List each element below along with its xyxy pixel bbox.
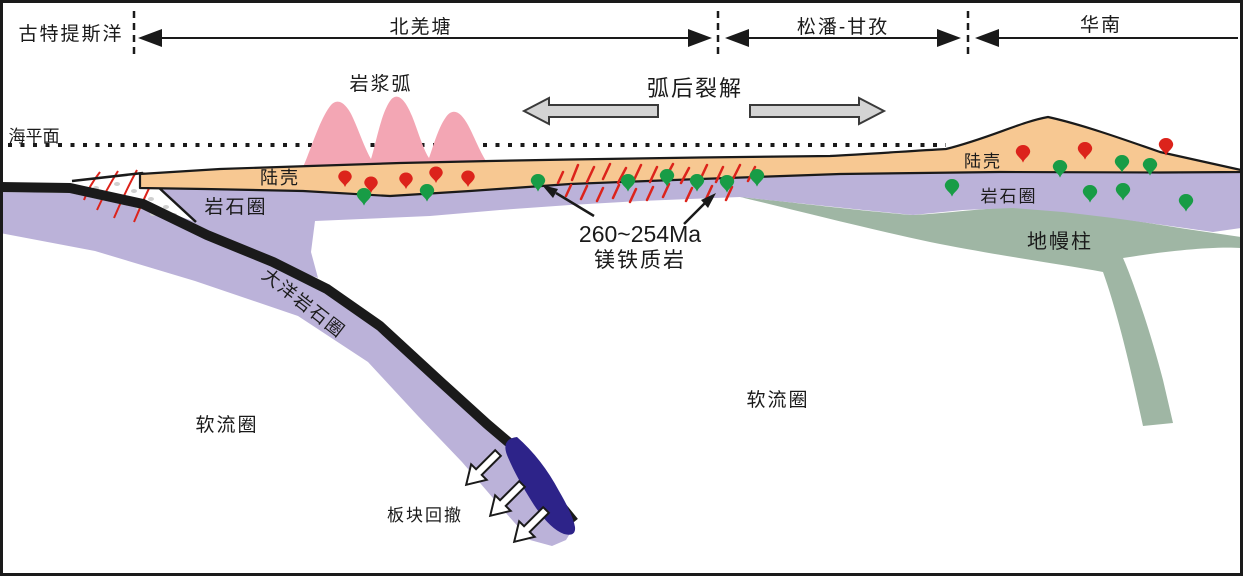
annotation-arrow-right xyxy=(683,201,707,225)
asthenosphere-label-left: 软流圈 xyxy=(195,414,258,436)
region-label-north-qiangtang: 北羌塘 xyxy=(389,16,452,38)
region-label-south-china: 华南 xyxy=(1080,14,1122,36)
backarc-rifting-label: 弧后裂解 xyxy=(647,76,743,101)
slab-rollback-label: 板块回撤 xyxy=(387,506,463,525)
mantle-plume-shape xyxy=(740,197,1241,426)
region-label-ocean: 古特提斯洋 xyxy=(18,23,123,45)
annotation-arrowhead-icon xyxy=(701,193,716,208)
lithosphere-label-left: 岩石圈 xyxy=(204,196,267,218)
asthenosphere-label-right: 软流圈 xyxy=(746,389,809,411)
region-label-songpan-ganzi: 松潘-甘孜 xyxy=(797,16,889,38)
extension-arrow-right-icon xyxy=(749,96,887,126)
top-region-ruler xyxy=(132,11,1238,58)
backarc-dike-swarm xyxy=(556,162,757,204)
oceanic-slab-body xyxy=(0,192,574,546)
eclogite-slab-tip xyxy=(505,437,576,535)
volcano-cluster xyxy=(303,96,491,167)
span-arrowheads xyxy=(138,29,999,47)
crust-label-right: 陆壳 xyxy=(964,152,1002,171)
arrowhead-icon xyxy=(725,29,749,47)
backarc-extension-arrows xyxy=(521,96,887,126)
annotation-arrowhead-icon xyxy=(542,185,558,198)
annotation-arrow-left xyxy=(555,191,595,218)
continental-lithosphere-band xyxy=(140,171,1241,278)
lithosphere-label-right: 岩石圈 xyxy=(981,187,1038,206)
sea-level-label: 海平面 xyxy=(9,127,60,146)
arrowhead-icon xyxy=(688,29,712,47)
crust-label-left: 陆壳 xyxy=(260,168,300,188)
arrowhead-icon xyxy=(138,29,162,47)
mafic-age-label: 260~254Ma xyxy=(579,221,701,247)
wedge-surface-line xyxy=(71,171,144,183)
mantle-plume-label: 地幔柱 xyxy=(1027,230,1093,253)
continental-crust xyxy=(138,115,1243,198)
mafic-annotation-arrows xyxy=(542,185,716,225)
extension-arrow-left-icon xyxy=(521,96,659,126)
arrowhead-icon xyxy=(937,29,961,47)
magmatic-arc-label: 岩浆弧 xyxy=(349,73,412,95)
mafic-rocks-label: 镁铁质岩 xyxy=(594,249,686,272)
arrowhead-icon xyxy=(975,29,999,47)
